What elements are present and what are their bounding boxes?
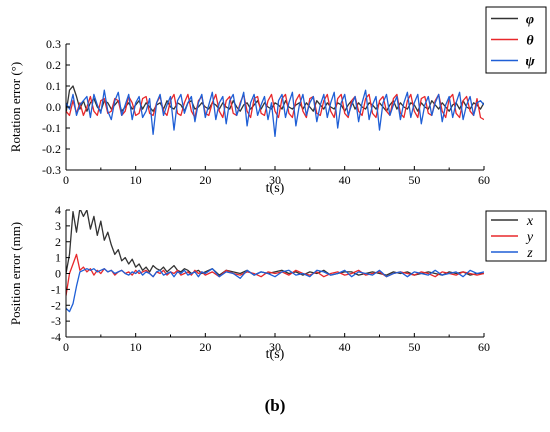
- x-tick-label: 60: [478, 173, 490, 187]
- x-tick-label: 40: [339, 173, 351, 187]
- y-tick-label: 3: [55, 219, 61, 233]
- figure-caption: (b): [264, 396, 286, 415]
- legend-label: φ: [526, 13, 534, 28]
- x-tick-label: 10: [130, 340, 142, 354]
- legend-label: θ: [526, 34, 534, 49]
- y-tick-label: -0.2: [42, 142, 61, 156]
- series-line-1-2: [66, 268, 484, 313]
- series-line-1-0: [66, 210, 484, 276]
- x-tick-label: 0: [63, 173, 69, 187]
- y-tick-label: -0.1: [42, 121, 61, 135]
- legend-label: ψ: [525, 55, 535, 70]
- x-tick-label: 40: [339, 340, 351, 354]
- x-axis-label: t(s): [266, 347, 285, 362]
- y-tick-label: 0.0: [46, 100, 61, 114]
- y-tick-label: -2: [51, 298, 61, 312]
- y-tick-label: -1: [51, 282, 61, 296]
- legend-label: y: [525, 230, 534, 245]
- x-tick-label: 60: [478, 340, 490, 354]
- x-tick-label: 30: [269, 340, 281, 354]
- y-tick-label: 0.2: [46, 58, 61, 72]
- y-axis-label: Position error (mm): [8, 222, 23, 325]
- y-tick-label: 0.1: [46, 79, 61, 93]
- series-line-0-2: [66, 89, 484, 138]
- y-tick-label: 0.3: [46, 37, 61, 51]
- x-tick-label: 20: [199, 340, 211, 354]
- y-axis-label: Rotation error (°): [8, 62, 23, 152]
- y-tick-label: 0: [55, 267, 61, 281]
- y-tick-label: -0.3: [42, 163, 61, 177]
- series-line-0-1: [66, 93, 484, 121]
- y-tick-label: 1: [55, 251, 61, 265]
- y-tick-label: 2: [55, 235, 61, 249]
- y-tick-label: 4: [55, 203, 61, 217]
- legend-label: z: [526, 246, 533, 261]
- x-tick-label: 30: [269, 173, 281, 187]
- rotation-error-chart: 0.3 0.2 0.1 0.0 -0.1 -0.2 -0.30 10 20 30 40 50 60 t(s…: [8, 6, 547, 196]
- x-tick-label: 10: [130, 173, 142, 187]
- x-tick-label: 0: [63, 340, 69, 354]
- x-tick-label: 50: [408, 173, 420, 187]
- x-tick-label: 20: [199, 173, 211, 187]
- y-tick-label: -4: [51, 330, 61, 344]
- y-tick-label: -3: [51, 314, 61, 328]
- legend-label: x: [526, 214, 534, 229]
- x-tick-label: 50: [408, 340, 420, 354]
- x-axis-label: t(s): [266, 181, 285, 196]
